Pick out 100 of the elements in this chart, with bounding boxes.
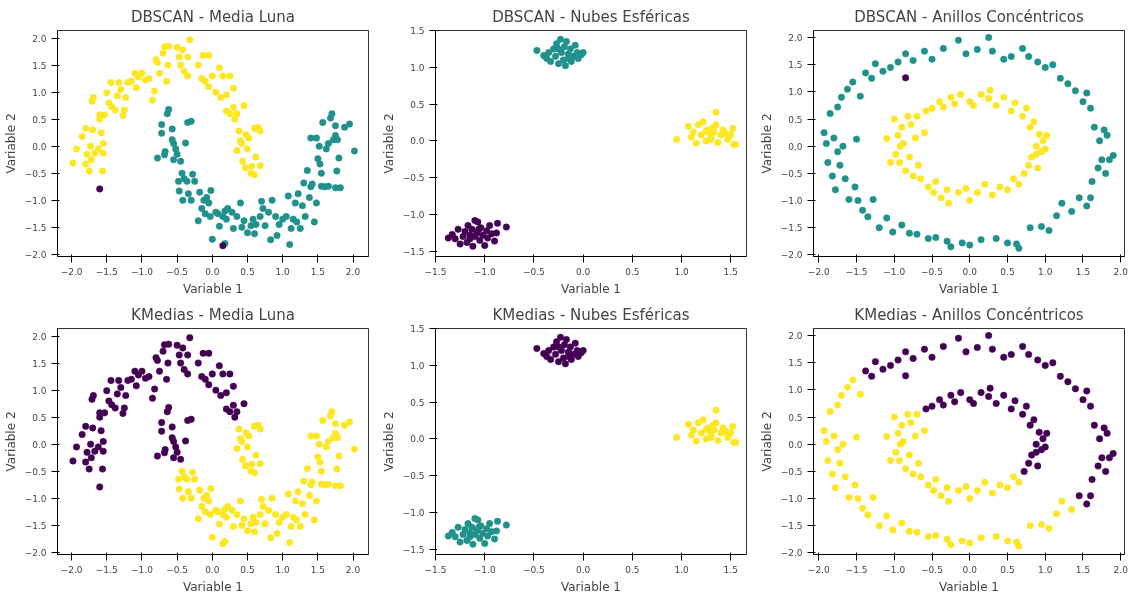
chart-title: KMedias - Nubes Esféricas <box>492 305 690 324</box>
x-tick-label: 2.0 <box>345 564 361 575</box>
y-tick-label: 1.5 <box>32 358 47 369</box>
y-tick-label: −0.5 <box>24 168 47 179</box>
x-tick-label: 1.5 <box>1075 266 1091 277</box>
y-tick-label: 1.5 <box>788 358 803 369</box>
y-tick-label: −1.5 <box>780 223 803 234</box>
x-tick-label: 0.0 <box>575 564 591 575</box>
chart-title: KMedias - Media Luna <box>131 305 295 324</box>
x-tick-label: 2.0 <box>345 266 361 277</box>
chart-title: DBSCAN - Nubes Esféricas <box>492 7 690 26</box>
x-tick-label: 1.0 <box>1038 266 1053 277</box>
y-tick-label: 1.0 <box>32 385 47 396</box>
x-tick-label: 1.5 <box>723 564 738 575</box>
x-axis-title: Variable 1 <box>182 579 244 594</box>
x-tick-label: −2.0 <box>807 564 830 575</box>
x-axis-title: Variable 1 <box>560 579 622 594</box>
y-tick-label: 0.0 <box>788 141 803 152</box>
x-axis-title: Variable 1 <box>938 281 1000 296</box>
x-axis-title: Variable 1 <box>182 281 244 296</box>
x-tick-label: −1.5 <box>95 564 118 575</box>
y-tick-label: 0.5 <box>410 397 425 408</box>
y-tick-label: 0.5 <box>32 412 47 423</box>
y-tick-label: 2.0 <box>788 33 803 44</box>
x-tick-label: −0.5 <box>166 266 189 277</box>
y-tick-label: −2.0 <box>780 548 803 559</box>
x-tick-label: −1.5 <box>95 266 118 277</box>
x-tick-label: 1.5 <box>723 266 738 277</box>
x-tick-label: −1.0 <box>883 564 906 575</box>
y-tick-label: 0.5 <box>788 412 803 423</box>
y-tick-label: −0.5 <box>780 466 803 477</box>
y-tick-label: 0.0 <box>410 434 425 445</box>
y-tick-label: 2.0 <box>32 33 47 44</box>
x-tick-label: 0.0 <box>962 266 978 277</box>
y-tick-label: −1.5 <box>780 521 803 532</box>
y-tick-label: 1.0 <box>410 360 425 371</box>
x-tick-label: 0.5 <box>1000 564 1015 575</box>
y-tick-label: 2.0 <box>788 331 803 342</box>
y-tick-label: 1.5 <box>32 60 47 71</box>
y-tick-label: −1.0 <box>402 210 425 221</box>
x-tick-label: −0.5 <box>166 564 189 575</box>
y-tick-label: −1.0 <box>780 196 803 207</box>
y-tick-label: −1.0 <box>402 508 425 519</box>
y-tick-label: 0.5 <box>788 114 803 125</box>
y-tick-label: 1.5 <box>410 324 425 334</box>
y-tick-label: −1.5 <box>24 222 47 233</box>
x-tick-label: −1.0 <box>473 564 496 575</box>
y-tick-label: 1.0 <box>410 62 425 73</box>
y-tick-label: 0.5 <box>410 99 425 110</box>
chart-title: DBSCAN - Anillos Concéntricos <box>854 7 1084 26</box>
y-tick-label: −2.0 <box>24 249 47 260</box>
y-tick-label: 0.0 <box>788 439 803 450</box>
y-tick-label: 2.0 <box>32 331 47 342</box>
x-tick-label: 0.5 <box>240 266 255 277</box>
x-tick-label: −1.5 <box>845 266 868 277</box>
y-axis-title: Variable 2 <box>3 113 18 174</box>
y-tick-label: −1.0 <box>780 494 803 505</box>
y-axis-title: Variable 2 <box>759 113 774 174</box>
x-axis-title: Variable 1 <box>560 281 622 296</box>
y-tick-label: 0.0 <box>32 439 47 450</box>
x-tick-label: −1.0 <box>131 266 154 277</box>
x-axis-title: Variable 1 <box>938 579 1000 594</box>
y-tick-label: 0.0 <box>410 136 425 147</box>
y-axis-title: Variable 2 <box>381 411 396 472</box>
y-tick-label: 1.0 <box>32 87 47 98</box>
x-tick-label: 1.5 <box>310 564 326 575</box>
x-tick-label: −1.0 <box>131 564 154 575</box>
y-tick-label: 1.0 <box>788 385 803 396</box>
chart-title: KMedias - Anillos Concéntricos <box>854 305 1084 324</box>
y-axis-title: Variable 2 <box>381 113 396 174</box>
x-tick-label: 2.0 <box>1113 564 1129 575</box>
x-tick-label: −2.0 <box>807 266 830 277</box>
y-tick-label: 0.5 <box>32 114 47 125</box>
x-tick-label: 0.5 <box>625 266 640 277</box>
y-tick-label: −1.0 <box>24 493 47 504</box>
x-tick-label: 0.0 <box>962 564 978 575</box>
x-tick-label: −0.5 <box>522 266 545 277</box>
y-tick-label: −1.5 <box>402 246 425 257</box>
y-tick-label: −2.0 <box>780 250 803 261</box>
x-tick-label: 0.0 <box>575 266 591 277</box>
x-tick-label: −1.5 <box>424 564 447 575</box>
y-tick-label: −1.0 <box>24 195 47 206</box>
x-tick-label: 0.5 <box>1000 266 1015 277</box>
y-tick-label: 0.0 <box>32 141 47 152</box>
x-tick-label: 0.0 <box>205 266 220 277</box>
x-tick-label: −2.0 <box>60 266 83 277</box>
y-tick-label: −1.5 <box>24 520 47 531</box>
y-tick-label: −1.5 <box>402 544 425 555</box>
x-tick-label: −0.5 <box>921 266 943 277</box>
x-tick-label: 1.5 <box>1075 564 1091 575</box>
x-tick-label: 0.5 <box>625 564 640 575</box>
x-tick-label: 0.5 <box>240 564 255 575</box>
x-tick-label: 0.0 <box>205 564 220 575</box>
y-tick-label: −0.5 <box>24 466 47 477</box>
chart-title: DBSCAN - Media Luna <box>130 7 296 26</box>
x-tick-label: −0.5 <box>522 564 545 575</box>
x-tick-label: 1.5 <box>310 266 326 277</box>
x-tick-label: −1.0 <box>473 266 496 277</box>
x-tick-label: 1.0 <box>275 266 291 277</box>
x-tick-label: 1.0 <box>674 564 689 575</box>
